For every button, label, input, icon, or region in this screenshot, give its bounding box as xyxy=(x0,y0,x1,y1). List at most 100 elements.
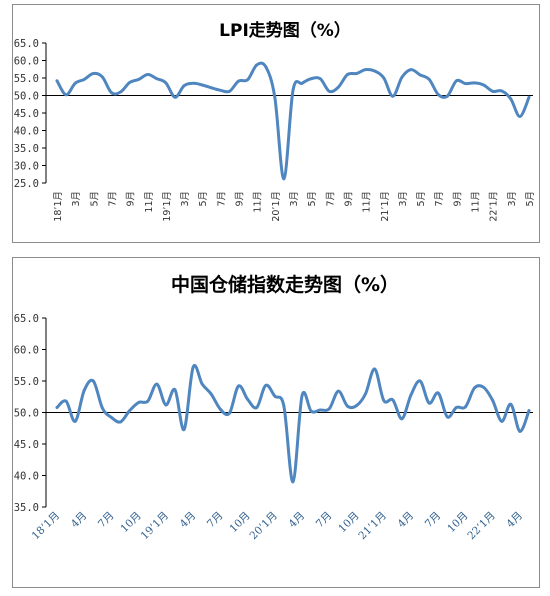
x-tick-label: 11月 xyxy=(362,191,373,213)
data-point xyxy=(355,404,358,407)
x-tick-label: 9月 xyxy=(235,191,246,207)
data-point xyxy=(255,406,259,409)
x-tick-label: 7月 xyxy=(434,191,445,207)
x-tick-label: 20’1月 xyxy=(248,510,280,542)
y-tick-label: 65.0 xyxy=(14,313,39,325)
y-tick-label: 45.0 xyxy=(14,439,39,451)
x-tick-label: 4月 xyxy=(395,510,416,531)
x-tick-label: 3月 xyxy=(71,191,82,207)
data-point xyxy=(264,65,268,69)
x-tick-label: 4月 xyxy=(69,510,90,531)
series-line xyxy=(55,61,531,181)
data-point xyxy=(228,89,231,93)
x-tick-label: 21’1月 xyxy=(356,510,388,542)
lpi-chart: LPI走势图（%） 65.0 60.0 55.0 50.0 45.0 40.0 35.0 30… xyxy=(14,20,536,222)
data-point xyxy=(64,399,68,403)
data-point xyxy=(237,79,240,83)
data-point xyxy=(400,75,404,79)
data-point xyxy=(427,401,431,405)
y-tick-label: 40.0 xyxy=(14,126,39,138)
data-point xyxy=(445,94,449,98)
data-point xyxy=(246,78,250,82)
data-point xyxy=(237,384,240,388)
data-point xyxy=(291,480,295,484)
data-point xyxy=(509,402,513,406)
warehouse-index-chart-panel: 中国仓储指数走势图（%） 65.0 60.0 55.0 50.0 45.0 40.0 35.… xyxy=(12,257,540,588)
data-point xyxy=(291,88,295,92)
data-point xyxy=(391,398,395,402)
data-point xyxy=(409,68,413,71)
data-point xyxy=(482,385,486,389)
data-point xyxy=(382,76,386,80)
data-point xyxy=(318,408,322,412)
data-point xyxy=(119,420,122,424)
data-point xyxy=(318,77,322,81)
data-point xyxy=(146,399,150,403)
series-line xyxy=(55,363,531,484)
data-point xyxy=(327,89,331,93)
data-point xyxy=(418,73,422,77)
data-point xyxy=(282,177,286,181)
y-tick-label: 50.0 xyxy=(14,91,39,103)
x-tick-label: 18’1月 xyxy=(53,191,64,222)
data-point xyxy=(110,91,113,95)
data-point xyxy=(191,81,195,85)
x-tick-label: 20’1月 xyxy=(271,191,282,222)
data-point xyxy=(309,409,313,413)
data-point xyxy=(527,409,531,413)
data-point xyxy=(491,399,495,402)
data-point xyxy=(527,95,531,99)
data-point xyxy=(464,82,467,85)
data-point xyxy=(373,69,377,73)
x-tick-label: 22’1月 xyxy=(489,191,500,222)
data-point xyxy=(73,419,77,423)
y-tick-label: 50.0 xyxy=(14,408,39,420)
data-point xyxy=(91,379,95,383)
data-point xyxy=(55,79,59,83)
x-tick-label: 21’1月 xyxy=(380,191,391,222)
y-tick-label: 55.0 xyxy=(14,73,39,85)
data-point xyxy=(300,394,304,397)
data-point xyxy=(155,382,159,386)
x-tick-label: 7月 xyxy=(96,510,117,531)
x-tick-label: 11月 xyxy=(253,191,264,213)
data-point xyxy=(255,63,259,67)
data-point xyxy=(300,81,304,85)
data-point xyxy=(228,411,231,415)
data-point xyxy=(364,392,368,395)
x-tick-label: 9月 xyxy=(343,191,354,207)
x-tick-label: 18’1月 xyxy=(30,510,62,542)
data-point xyxy=(155,77,159,81)
x-tick-label: 11月 xyxy=(144,191,155,213)
data-point xyxy=(218,407,222,411)
data-point xyxy=(391,94,395,98)
data-point xyxy=(137,78,141,81)
data-point xyxy=(500,89,504,93)
data-point xyxy=(55,406,59,409)
data-point xyxy=(182,428,186,431)
data-point xyxy=(282,404,286,408)
y-tick-label: 65.0 xyxy=(14,38,39,50)
data-point xyxy=(164,81,168,85)
y-tick-label: 25.0 xyxy=(14,178,39,190)
x-tick-label: 4月 xyxy=(287,510,308,531)
x-tick-label: 3月 xyxy=(180,191,191,207)
data-point xyxy=(264,384,268,387)
data-point xyxy=(91,72,95,75)
data-point xyxy=(346,404,349,408)
data-point xyxy=(509,97,513,101)
data-point xyxy=(454,406,458,409)
data-point xyxy=(427,78,431,81)
lpi-chart-title: LPI走势图（%） xyxy=(219,20,351,41)
x-tick-label: 11月 xyxy=(471,191,482,213)
warehouse-index-chart-title: 中国仓储指数走势图（%） xyxy=(171,273,399,296)
warehouse-index-chart: 中国仓储指数走势图（%） 65.0 60.0 55.0 50.0 45.0 40.0 35.… xyxy=(14,273,533,542)
data-point xyxy=(246,397,250,401)
data-point xyxy=(200,83,204,87)
data-point xyxy=(119,90,122,94)
x-tick-label: 9月 xyxy=(452,191,463,207)
data-point xyxy=(309,77,313,81)
data-point xyxy=(146,73,150,76)
y-tick-label: 60.0 xyxy=(14,345,39,357)
x-tick-label: 7月 xyxy=(216,191,227,207)
